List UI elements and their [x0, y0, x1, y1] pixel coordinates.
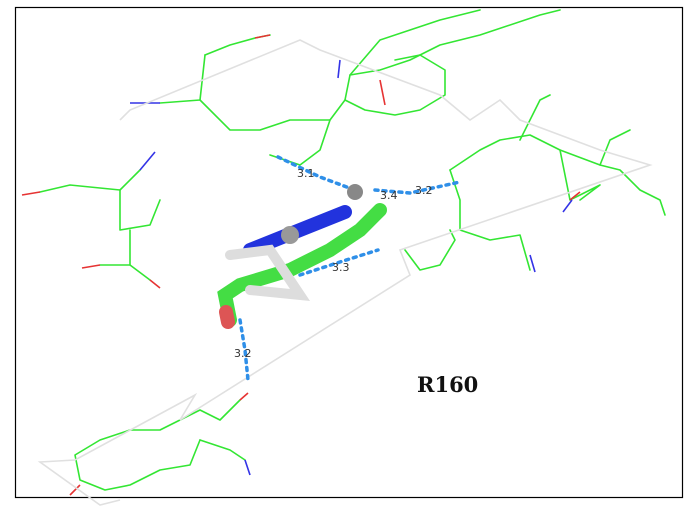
distance-label: 3.3	[332, 261, 350, 274]
distance-label: 3.2	[415, 184, 433, 197]
distance-label: 3.4	[380, 189, 398, 202]
residue-label: R160	[417, 372, 478, 397]
distance-label: 3.2	[234, 347, 252, 360]
molecule-view: 3.1 3.4 3.2 3.3 3.2 R160	[0, 0, 695, 530]
distance-label: 3.1	[297, 167, 315, 180]
